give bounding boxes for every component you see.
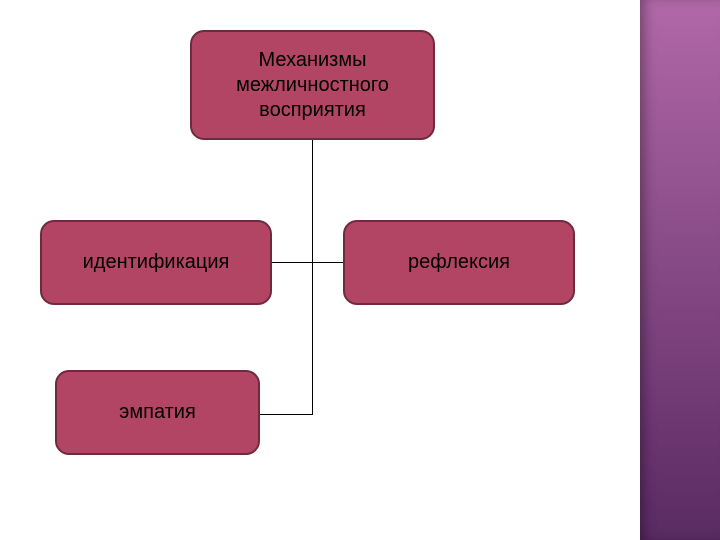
node-root: Механизмы межличностного восприятия <box>190 30 435 140</box>
node-bottom-label: эмпатия <box>119 400 196 425</box>
node-right-label: рефлексия <box>408 250 510 275</box>
node-left-label: идентификация <box>83 250 230 275</box>
connector-left-right <box>272 262 343 263</box>
node-bottom: эмпатия <box>55 370 260 455</box>
node-right: рефлексия <box>343 220 575 305</box>
connector-bottom <box>260 414 313 415</box>
node-left: идентификация <box>40 220 272 305</box>
right-gradient-strip <box>640 0 720 540</box>
connector-trunk <box>312 140 313 415</box>
node-root-label: Механизмы межличностного восприятия <box>202 48 423 123</box>
